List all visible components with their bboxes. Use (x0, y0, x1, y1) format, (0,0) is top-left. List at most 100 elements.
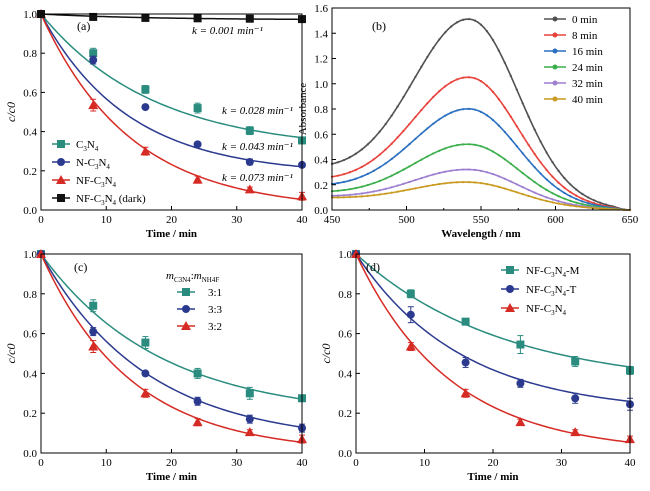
spectrum-point (456, 21, 459, 24)
spectrum-point (378, 193, 381, 196)
spectrum-point (467, 107, 471, 110)
spectrum-point (581, 205, 584, 209)
spectrum-point (414, 161, 417, 165)
spectrum-point (527, 188, 530, 192)
spectrum-point (527, 143, 530, 147)
spectrum-point (420, 177, 423, 180)
spectrum-point (551, 161, 554, 164)
legend: NF-C3N4-MNF-C3N4-TNF-C3N4 (501, 265, 580, 317)
data-point (406, 289, 415, 298)
x-tick-label: 0 (38, 457, 44, 469)
spectrum-point (372, 169, 375, 172)
spectrum-point (587, 206, 590, 209)
spectrum-point (557, 200, 560, 203)
legend-label-sub: 4 (563, 290, 567, 298)
data-point (193, 104, 202, 113)
data-point (56, 175, 66, 184)
spectrum-point (402, 168, 405, 171)
spectrum-point (462, 168, 465, 171)
spectrum-point (402, 129, 405, 132)
spectrum-point (408, 188, 411, 191)
legend-label-part: -M (566, 265, 580, 277)
spectrum-point (581, 203, 584, 206)
spectrum-point (569, 202, 572, 206)
panel-label: (c) (74, 260, 87, 274)
legend-marker (552, 64, 558, 70)
spectrum-point (533, 191, 536, 194)
spectrum-point (479, 110, 483, 113)
legend-label: C3N4 (76, 139, 99, 153)
spectrum-point (450, 169, 453, 172)
spectrum-point (551, 183, 554, 186)
legend-label-part: N (105, 193, 113, 205)
y-tick-label: 0.2 (338, 408, 352, 420)
spectrum-point (557, 195, 560, 198)
y-tick-label: 1.2 (314, 54, 328, 66)
spectrum-point (467, 76, 471, 79)
spectrum-point (366, 183, 369, 187)
fit-curve (40, 13, 303, 21)
spectrum-point (414, 115, 417, 119)
data-point (571, 357, 580, 366)
data-point (570, 427, 581, 437)
spectrum-point (503, 130, 506, 134)
panel-b: 450 500 550 600 650 0.0 0.2 0.4 0.6 0.8 1.0 1.2 1.4 1… (297, 3, 639, 240)
fit-curve (40, 253, 303, 400)
spectrum-point (473, 77, 477, 80)
data-point (141, 338, 150, 347)
x-tick-label: 30 (556, 457, 568, 469)
spectrum-point (426, 127, 429, 130)
spectrum-point (491, 118, 495, 122)
spectrum-point (438, 182, 441, 186)
spectrum-point (533, 180, 536, 184)
spectrum-point (456, 78, 459, 81)
spectrum-point (593, 207, 596, 210)
spectrum-point (569, 199, 572, 202)
spectrum-point (551, 192, 554, 195)
spectrum-point (479, 145, 483, 148)
legend-label: 24 min (572, 62, 603, 74)
spectrum-point (503, 158, 506, 161)
spectrum-point (551, 201, 554, 204)
spectrum-point (581, 200, 584, 203)
spectrum-point (354, 168, 357, 171)
spectrum-point (432, 183, 435, 187)
spectrum-point (372, 158, 375, 161)
spectrum-point (390, 186, 393, 189)
spectrum-point (491, 38, 495, 42)
spectrum-point (497, 49, 500, 52)
spectrum-point (360, 195, 363, 198)
spectrum-point (473, 168, 477, 172)
legend-label-sub: 4 (113, 199, 117, 207)
spectrum-point (360, 192, 363, 195)
spectrum-point (569, 195, 572, 198)
spectrum-point (491, 184, 495, 187)
data-point (193, 397, 202, 406)
spectrum-point (384, 187, 387, 190)
spectrum-point (456, 144, 459, 147)
spectrum-point (479, 182, 483, 185)
y-tick-label: 0.0 (338, 448, 352, 460)
spectrum-point (527, 194, 530, 198)
legend-label-part: NF-C (76, 175, 101, 187)
spectrum-point (336, 194, 340, 197)
y-tick-label: 0.0 (314, 205, 328, 217)
spectrum-point (342, 173, 346, 176)
y-tick-label: 0.4 (338, 368, 352, 380)
spectrum-point (521, 193, 524, 196)
legend-label-sub: 4 (95, 145, 99, 153)
data-point (89, 12, 98, 21)
panel-label: (b) (372, 19, 386, 33)
spectrum-point (557, 181, 560, 184)
spectrum-point (563, 177, 566, 180)
spectrum-point (432, 122, 435, 125)
panel-a: 0 10 20 30 40 0.0 0.2 0.4 0.6 0.8 1.0 Time / min c/c… (4, 9, 308, 240)
spectrum-point (479, 169, 483, 172)
spectrum-point (402, 148, 405, 151)
spectrum-point (485, 84, 489, 87)
spectrum-point (521, 186, 524, 189)
spectrum-point (390, 174, 393, 177)
legend-label-part: NF-C (76, 193, 101, 205)
spectrum-point (432, 95, 435, 99)
